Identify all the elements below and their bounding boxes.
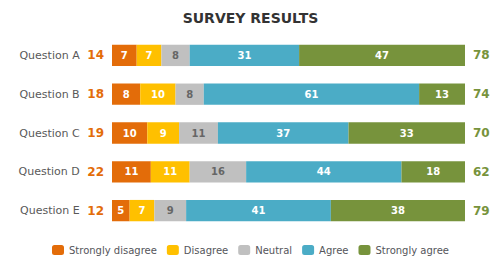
svg-text:31: 31 (237, 50, 251, 61)
svg-text:10: 10 (123, 128, 137, 139)
svg-text:13: 13 (435, 89, 449, 100)
svg-text:11: 11 (192, 128, 206, 139)
svg-text:7: 7 (146, 50, 153, 61)
svg-text:Strongly disagree: Strongly disagree (69, 245, 157, 256)
svg-text:Question C: Question C (19, 127, 80, 140)
svg-text:79: 79 (473, 204, 490, 218)
svg-text:78: 78 (473, 48, 490, 62)
svg-text:11: 11 (124, 166, 138, 177)
svg-text:16: 16 (211, 166, 225, 177)
svg-text:18: 18 (87, 87, 104, 101)
svg-text:5: 5 (117, 205, 124, 216)
svg-text:38: 38 (391, 205, 405, 216)
svg-text:70: 70 (473, 126, 490, 140)
svg-text:14: 14 (87, 48, 104, 62)
svg-text:Question A: Question A (19, 49, 80, 62)
svg-text:7: 7 (121, 50, 128, 61)
svg-text:33: 33 (400, 128, 414, 139)
svg-text:37: 37 (276, 128, 290, 139)
svg-text:SURVEY RESULTS: SURVEY RESULTS (183, 10, 319, 26)
svg-text:41: 41 (252, 205, 266, 216)
svg-text:7: 7 (139, 205, 146, 216)
svg-text:11: 11 (163, 166, 177, 177)
svg-text:74: 74 (473, 87, 490, 101)
svg-text:8: 8 (186, 89, 193, 100)
svg-text:Agree: Agree (319, 245, 348, 256)
svg-text:Question D: Question D (19, 165, 80, 178)
svg-text:8: 8 (172, 50, 179, 61)
svg-text:19: 19 (87, 126, 104, 140)
svg-text:18: 18 (426, 166, 440, 177)
svg-text:Strongly agree: Strongly agree (375, 245, 449, 256)
svg-text:61: 61 (304, 89, 318, 100)
svg-text:Question E: Question E (20, 204, 80, 217)
svg-text:Question B: Question B (19, 88, 79, 101)
svg-text:8: 8 (123, 89, 130, 100)
svg-text:62: 62 (473, 165, 490, 179)
svg-text:22: 22 (87, 165, 104, 179)
svg-text:47: 47 (375, 50, 389, 61)
svg-text:Neutral: Neutral (255, 245, 292, 256)
svg-text:9: 9 (167, 205, 174, 216)
svg-text:44: 44 (317, 166, 331, 177)
svg-text:Disagree: Disagree (184, 245, 228, 256)
svg-text:10: 10 (151, 89, 165, 100)
svg-text:12: 12 (87, 204, 104, 218)
svg-text:9: 9 (160, 128, 167, 139)
